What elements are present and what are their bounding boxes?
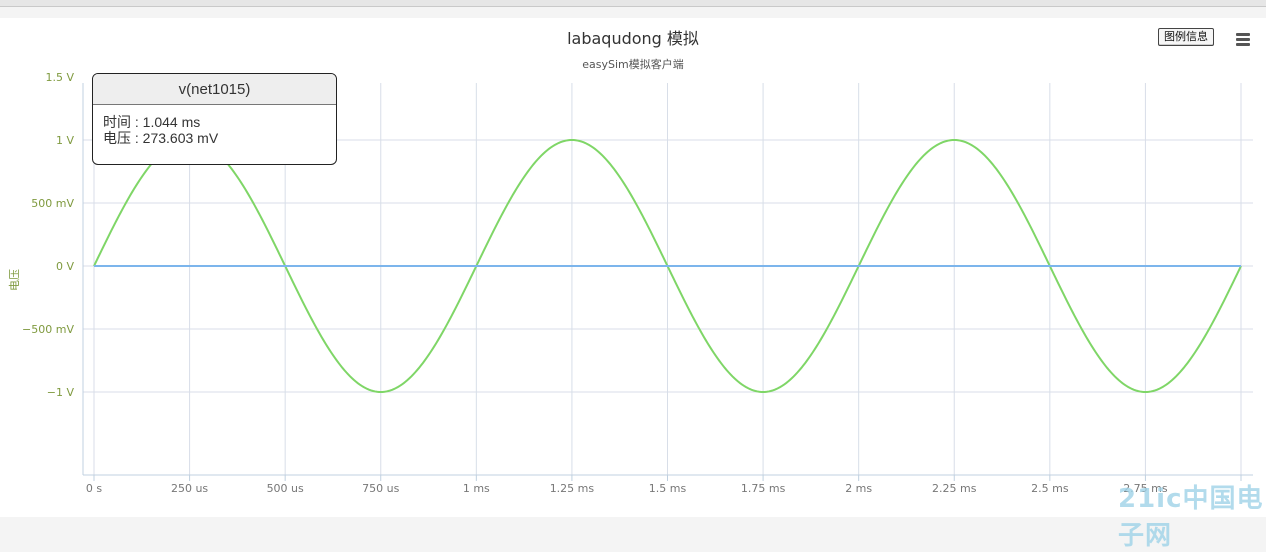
menu-bar-middle [1236,38,1250,41]
chart-subtitle: easySim模拟客户端 [582,58,684,71]
data-tooltip: v(net1015) 时间 : 1.044 ms 电压 : 273.603 mV [92,73,337,165]
y-tick-label: 500 mV [31,197,74,210]
tooltip-time-value: 时间 : 1.044 ms [103,114,201,130]
x-tick-label: 2 ms [845,482,872,495]
x-tick-label: 2.75 ms [1123,482,1168,495]
y-tick-label: −1 V [47,386,75,399]
window-top-strip [0,0,1266,7]
tooltip-body: 时间 : 1.044 ms 电压 : 273.603 mV [93,105,336,146]
x-tick-label: 750 us [362,482,399,495]
grid-layer [83,83,1253,475]
series-layer [93,138,1242,394]
tooltip-series-name: v(net1015) [93,74,336,105]
x-tick-label: 1.5 ms [649,482,687,495]
x-tick-label: 500 us [267,482,304,495]
x-tick-label: 2.5 ms [1031,482,1069,495]
x-tick-label: 1.25 ms [550,482,595,495]
menu-bar-top [1236,33,1250,36]
y-tick-labels: −1 V −500 mV 0 V 500 mV 1 V 1.5 V [22,71,74,399]
y-tick-label: −500 mV [22,323,74,336]
x-tick-labels: 0 s 250 us 500 us 750 us 1 ms 1.25 ms 1.5 ms 1.… [86,482,1168,495]
tooltip-voltage-value: 电压 : 273.603 mV [103,130,219,146]
chart-title: labaqudong 模拟 [567,29,699,48]
y-tick-label: 0 V [56,260,74,273]
x-tick-label: 1 ms [463,482,490,495]
menu-bar-bottom [1236,43,1250,46]
legend-info-button[interactable]: 图例信息 [1158,28,1214,46]
watermark-logo: 21ic中国电子网 [1118,484,1264,551]
x-tick-label: 0 s [86,482,102,495]
chart-plot: −1 V −500 mV 0 V 500 mV 1 V 1.5 V 0 s 250 us 50… [8,71,1253,495]
hamburger-menu-icon[interactable] [1232,28,1254,48]
y-tick-label: 1 V [56,134,74,147]
y-tick-label: 1.5 V [45,71,74,84]
y-axis-title: 电压 [8,269,21,291]
x-tick-label: 250 us [171,482,208,495]
x-tick-label: 2.25 ms [932,482,977,495]
x-tick-label: 1.75 ms [741,482,786,495]
axis-layer [82,83,1253,481]
